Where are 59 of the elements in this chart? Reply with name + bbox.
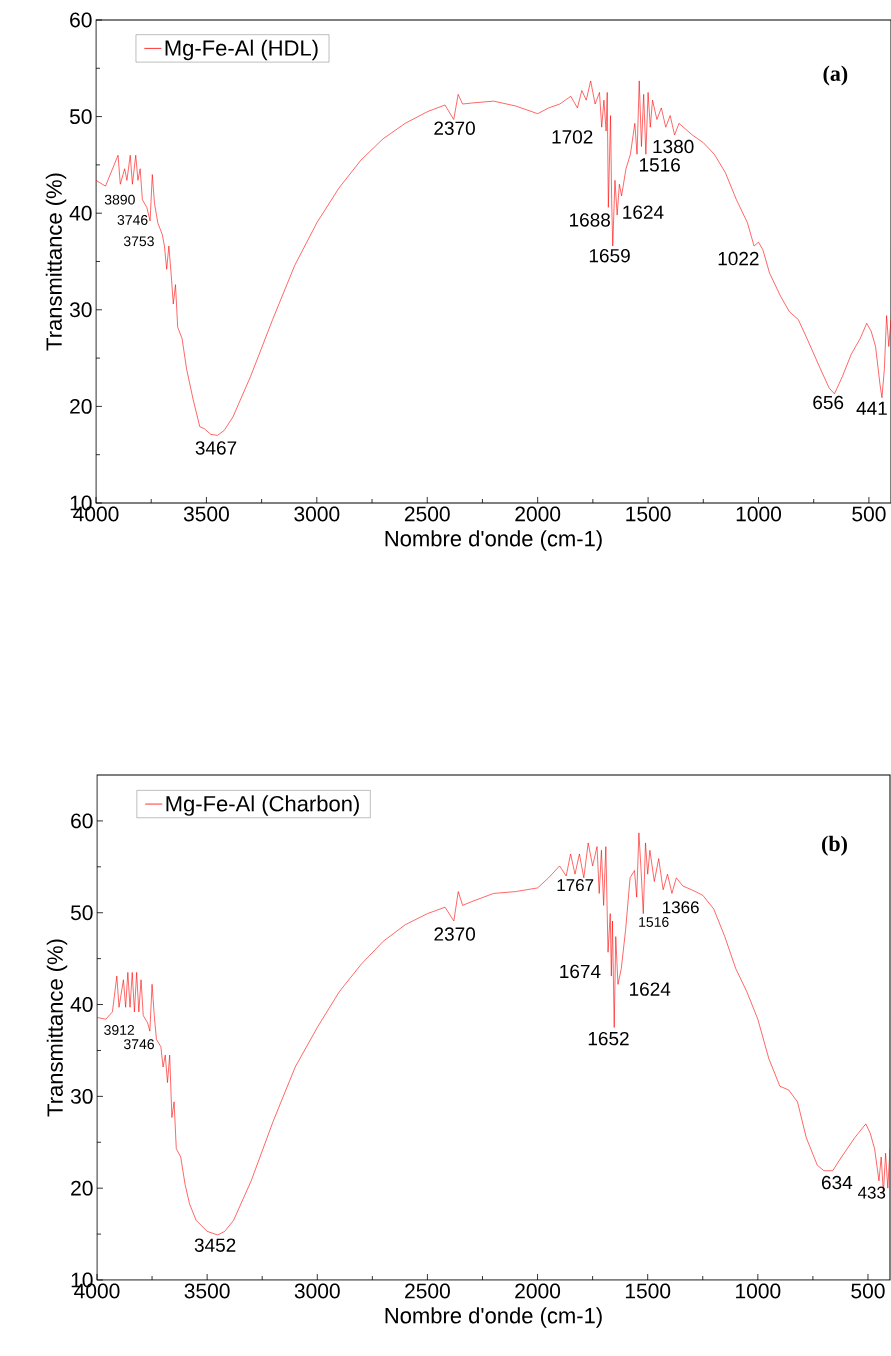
annotation: 1767	[557, 879, 594, 892]
y-tick-label: 60	[71, 813, 93, 829]
y-tick-label: 20	[70, 398, 92, 414]
x-tick-label: 3000	[294, 506, 340, 522]
x-tick-label: 2500	[404, 506, 450, 522]
x-axis-title: Nombre d'onde (cm-1)	[385, 530, 602, 551]
x-tick-label: 500	[851, 1283, 885, 1299]
annotation: 3467	[195, 441, 237, 455]
legend-label: Mg-Fe-Al (Charbon)	[166, 795, 359, 816]
annotation: 3746	[117, 214, 148, 225]
annotation: 1624	[623, 205, 664, 219]
annotation: 656	[813, 395, 844, 410]
x-tick-label: 1000	[736, 506, 782, 522]
annotation: 3890	[104, 194, 135, 205]
annotation: 634	[821, 1175, 853, 1190]
x-tick-label: 500	[852, 506, 886, 522]
x-tick-label: 3000	[294, 1283, 340, 1299]
y-tick-label: 50	[70, 905, 93, 921]
annotation: 1516	[639, 158, 680, 172]
line-series	[96, 832, 890, 1236]
y-tick-label: 60	[70, 12, 92, 28]
x-tick-label: 2000	[515, 506, 561, 522]
y-axis-title: Transmittance (%)	[46, 939, 68, 1117]
annotation: 3452	[194, 1238, 236, 1252]
legend-label: Mg-Fe-Al (HDL)	[165, 39, 318, 61]
annotation: 1380	[653, 139, 694, 154]
y-tick-label: 30	[69, 302, 92, 318]
annotation: 3912	[104, 1025, 135, 1035]
annotation: 1674	[560, 964, 601, 979]
annotation: (b)	[822, 835, 847, 856]
y-tick-label: 20	[71, 1180, 93, 1196]
annotation: 441	[856, 401, 887, 415]
x-tick-label: 3500	[183, 506, 229, 522]
y-axis-title: Transmittance (%)	[45, 173, 67, 351]
annotation: 1366	[663, 901, 699, 914]
annotation: 1022	[718, 251, 759, 266]
annotation: 1516	[639, 916, 669, 927]
annotation: 1688	[570, 213, 610, 227]
annotation: 433	[857, 1186, 886, 1199]
x-tick-label: 1500	[625, 1283, 671, 1299]
annotation: 3746	[123, 1039, 154, 1050]
y-tick-label: 50	[69, 109, 92, 125]
annotation: 1624	[630, 982, 671, 996]
annotation: 1652	[588, 1031, 629, 1046]
annotation: 1702	[552, 130, 593, 144]
annotation: (a)	[823, 65, 848, 86]
annotation: 1659	[589, 248, 630, 263]
x-tick-label: 2500	[405, 1283, 450, 1299]
x-tick-label: 2000	[515, 1283, 561, 1299]
annotation: 2370	[434, 927, 476, 941]
y-tick-label: 30	[70, 1088, 93, 1104]
x-tick-label: 3500	[184, 1283, 230, 1299]
x-tick-label: 1500	[626, 506, 671, 522]
x-tick-label: 1000	[736, 1283, 781, 1299]
x-axis-title: Nombre d'onde (cm-1)	[385, 1307, 602, 1328]
y-tick-label: 40	[70, 997, 93, 1012]
y-tick-label: 40	[69, 205, 92, 221]
annotation: 3753	[123, 236, 154, 247]
annotation: 2370	[434, 121, 475, 135]
